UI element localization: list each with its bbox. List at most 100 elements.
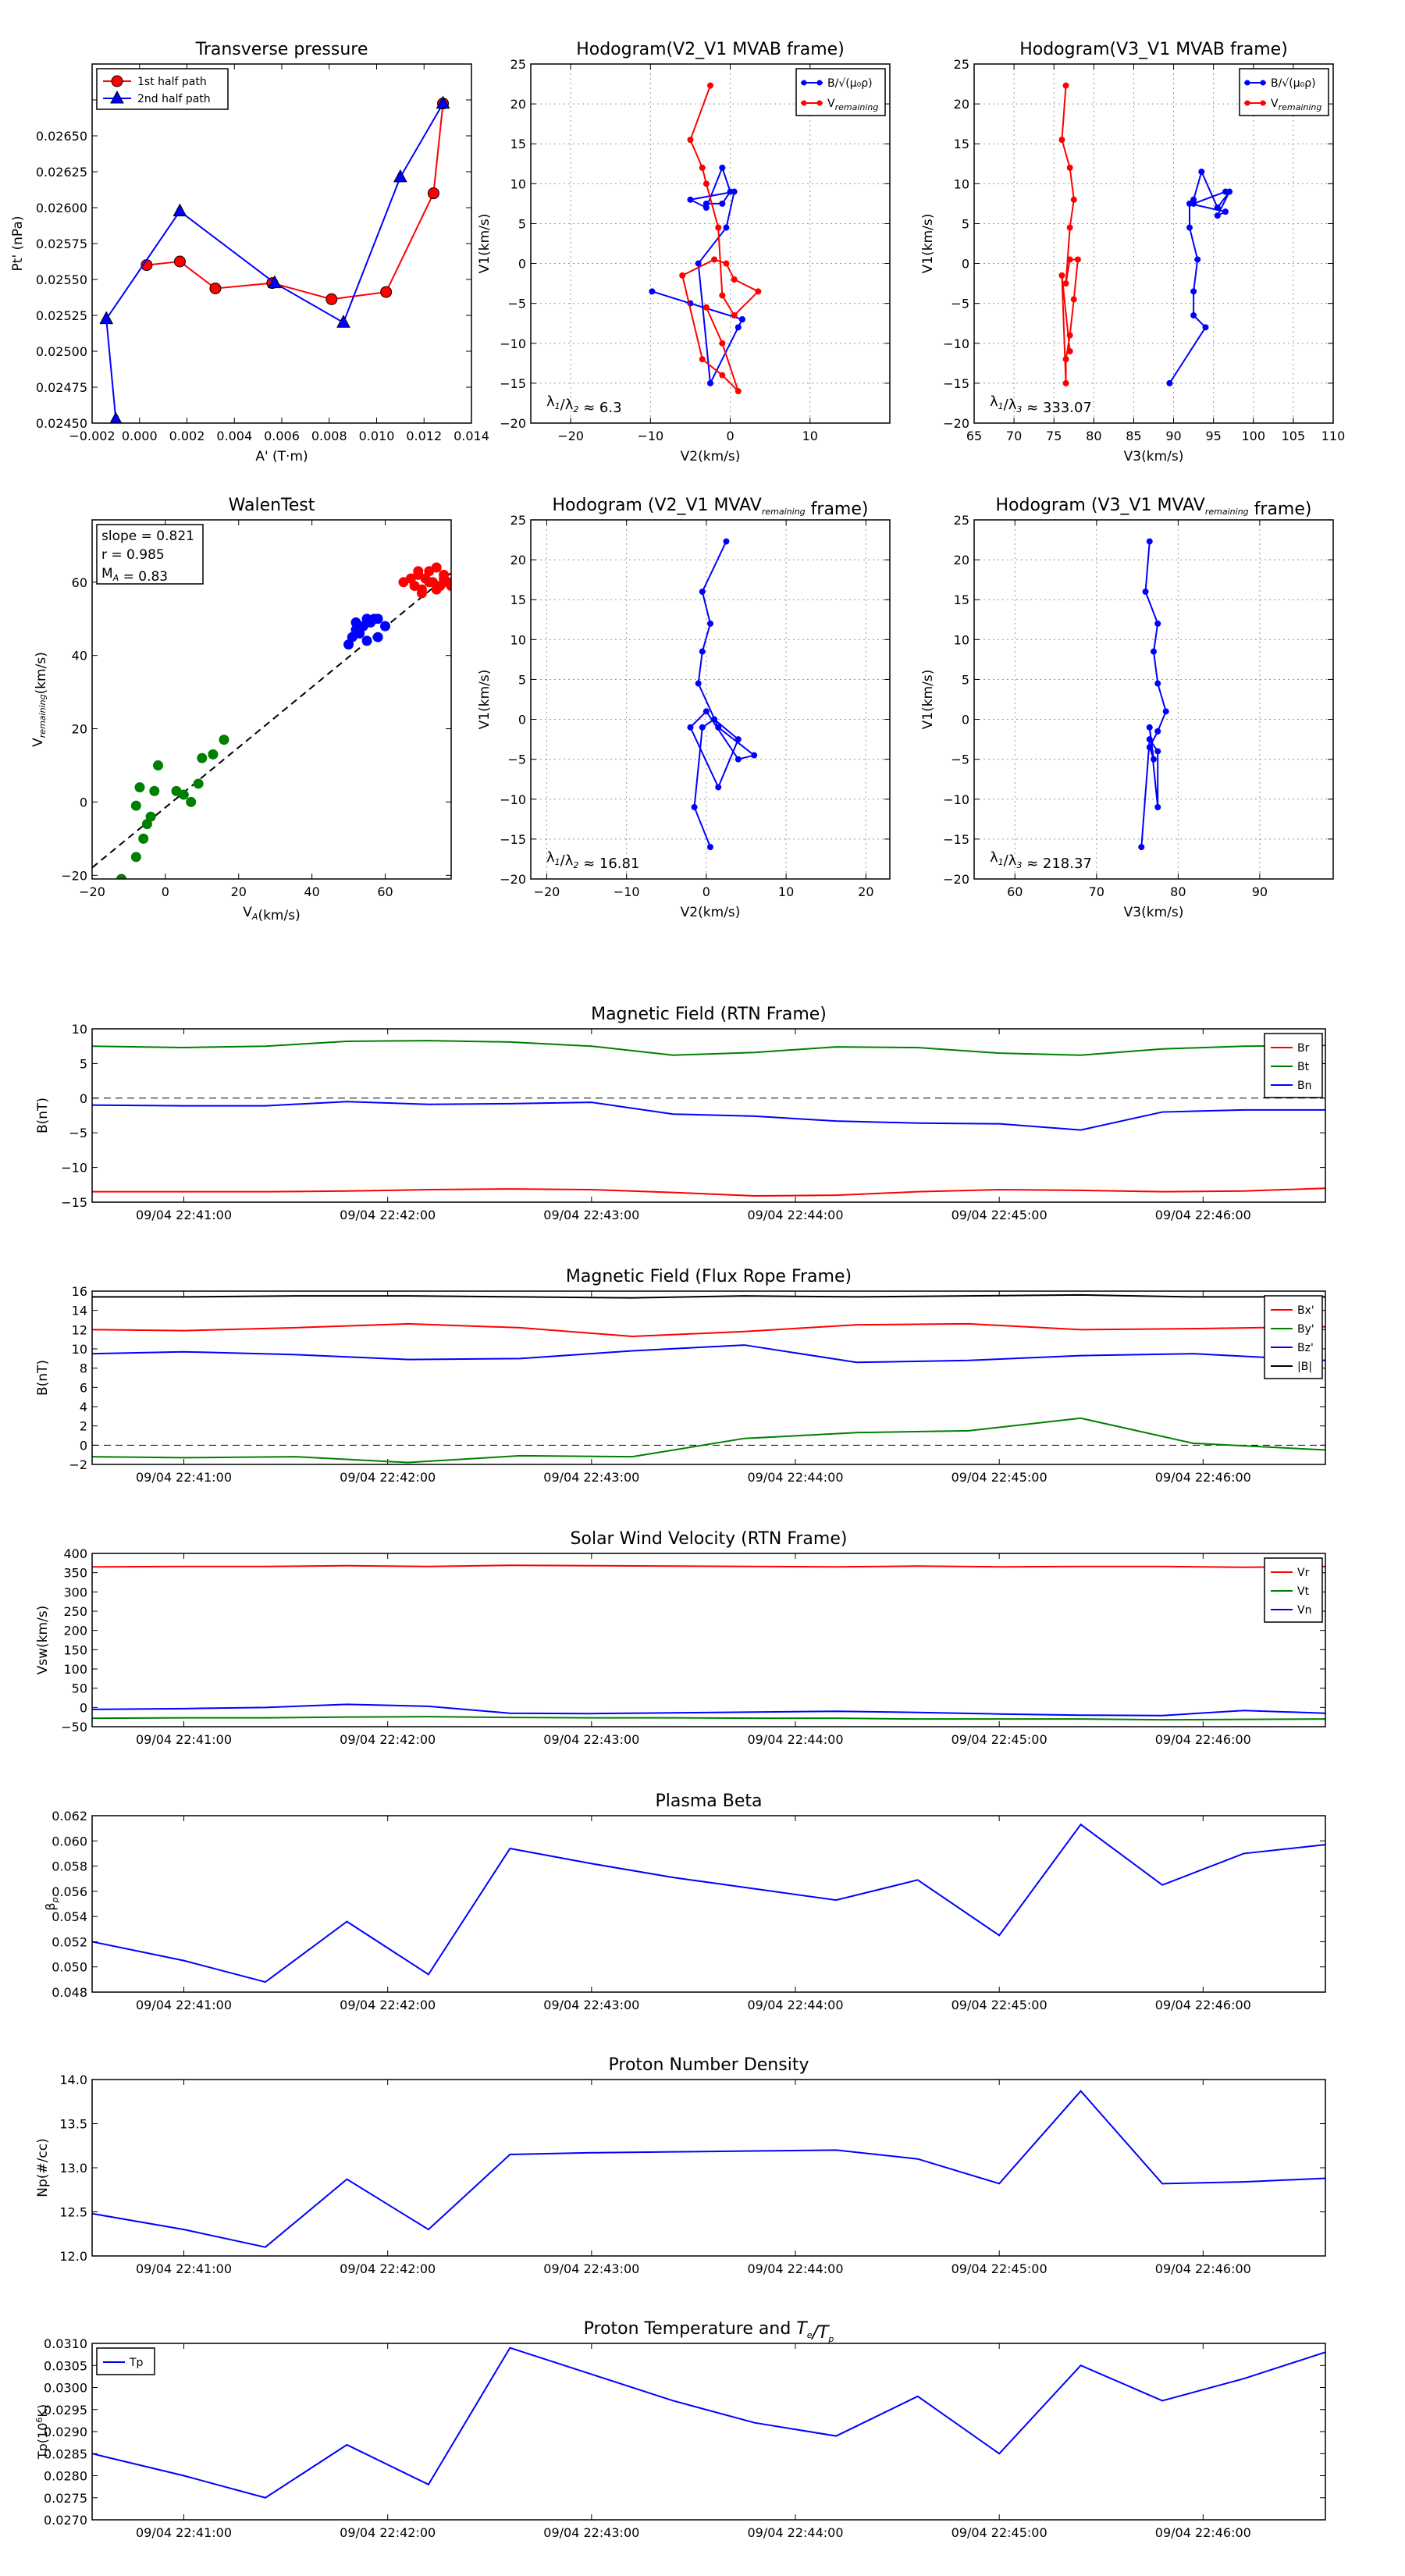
chart-title: Hodogram(V3_V1 MVAB frame) <box>1019 40 1288 59</box>
y-tick-label: 0.0285 <box>44 2446 87 2461</box>
y-axis-label: V1(km/s) <box>920 670 936 730</box>
legend-marker-circle <box>111 75 123 87</box>
data-layer <box>99 95 450 423</box>
y-tick-label: 0.060 <box>52 1834 87 1848</box>
y-tick-label: 0.056 <box>52 1884 87 1899</box>
data-point <box>702 304 710 311</box>
data-point <box>1062 82 1069 89</box>
y-axis-label: B(nT) <box>35 1360 51 1396</box>
data-point-circle <box>325 293 338 305</box>
scatter-point <box>197 753 208 763</box>
data-point <box>1194 256 1201 263</box>
chart-title: Magnetic Field (RTN Frame) <box>591 1005 827 1024</box>
panel-hodo2: Hodogram(V3_V1 MVAB frame) 65 70 75 80 85 90 95… <box>920 40 1345 464</box>
x-tick-label: 0.012 <box>406 429 442 443</box>
x-tick-label: −20 <box>557 429 584 443</box>
y-tick-label: 300 <box>63 1585 87 1599</box>
x-tick-label: 95 <box>1205 429 1221 443</box>
x-tick-label: 60 <box>1007 884 1023 899</box>
data-point <box>1154 804 1161 810</box>
axes-frame <box>91 1553 1326 1727</box>
y-tick-label: 14.0 <box>59 2073 87 2087</box>
axes-frame <box>530 519 891 880</box>
fit-line <box>92 572 451 869</box>
x-tick-label: 0 <box>702 884 710 899</box>
y-tick-label: 10 <box>72 1022 87 1037</box>
data-point <box>1058 272 1065 279</box>
data-point <box>687 724 694 731</box>
y-tick-label: 0.02575 <box>36 237 87 251</box>
y-tick-label: −15 <box>61 1195 87 1210</box>
x-tick-label: 80 <box>1170 884 1186 899</box>
data-point-triangle <box>99 311 114 325</box>
y-tick-label: 10 <box>954 632 969 647</box>
data-point <box>1166 379 1173 386</box>
legend-label: B/√(μ₀ρ) <box>827 77 873 90</box>
y-tick-label: 25 <box>954 57 969 72</box>
x-tick-label: 09/04 22:42:00 <box>340 1998 436 2012</box>
legend-marker <box>801 100 807 106</box>
x-tick-label: 0 <box>726 429 734 443</box>
axes-frame <box>91 1028 1326 1203</box>
x-tick-label: 20 <box>858 884 873 899</box>
y-tick-label: −10 <box>943 792 969 807</box>
legend-label: Vt <box>1297 1585 1310 1598</box>
x-tick-label: 09/04 22:46:00 <box>1155 1998 1251 2012</box>
legend-label: Bt <box>1297 1061 1310 1073</box>
series-line-Bt <box>92 1040 1325 1056</box>
data-point <box>687 137 694 144</box>
data-point <box>702 200 710 207</box>
y-tick-label: −20 <box>500 416 526 431</box>
data-layer <box>92 1564 1325 1721</box>
scatter-point <box>372 632 383 642</box>
y-axis-label: Vremaining(km/s) <box>30 652 49 747</box>
x-tick-label: 09/04 22:43:00 <box>543 1732 639 1747</box>
y-tick-label: −10 <box>943 336 969 351</box>
axes-frame <box>973 519 1334 880</box>
data-point-circle <box>380 286 393 298</box>
scatter-point <box>372 614 383 624</box>
y-axis-label: V1(km/s) <box>920 214 936 274</box>
chart-title: Solar Wind Velocity (RTN Frame) <box>571 1529 848 1549</box>
walen-textbox <box>96 524 204 585</box>
x-tick-label: 0.014 <box>454 429 489 443</box>
y-tick-label: 0.02625 <box>36 165 87 180</box>
data-point <box>715 784 722 791</box>
data-point <box>1146 538 1153 545</box>
data-point <box>1222 188 1229 195</box>
data-point <box>1154 620 1161 627</box>
series-line-Br <box>92 1187 1325 1197</box>
legend-label: Vn <box>1297 1604 1311 1617</box>
axes-frame <box>91 63 472 424</box>
y-tick-label: 0.0270 <box>44 2513 87 2528</box>
axes-frame <box>91 519 452 880</box>
data-point <box>1202 324 1209 331</box>
textbox-r: r = 0.985 <box>101 547 165 563</box>
y-axis-label: V1(km/s) <box>477 214 493 274</box>
x-tick-label: 09/04 22:46:00 <box>1155 1732 1251 1747</box>
series-line-B/√(μ₀ρ) <box>652 165 744 386</box>
legend-marker <box>816 80 823 86</box>
data-layer <box>92 1293 1325 1464</box>
panel-ts_tp: Proton Temperature and Te/Tp 09/04 22:41:… <box>34 2319 1326 2540</box>
panel-walen: WalenTest −20 0 20 40 60 −20 0 20 40 60 VA(km/s) Vre… <box>30 496 452 923</box>
y-tick-label: 0 <box>80 1700 87 1715</box>
data-point <box>723 224 730 231</box>
data-point-triangle <box>436 95 450 109</box>
scatter-point <box>424 577 435 588</box>
y-tick-label: −15 <box>500 832 526 847</box>
y-tick-label: −20 <box>61 868 87 883</box>
legend-label: Tp <box>129 2357 144 2369</box>
y-tick-label: 2 <box>80 1419 87 1434</box>
y-tick-label: −10 <box>61 1161 87 1176</box>
y-tick-label: 0.0290 <box>44 2425 87 2439</box>
legend-label: Bx' <box>1297 1304 1314 1317</box>
y-tick-label: 60 <box>72 575 87 590</box>
y-tick-label: 0.058 <box>52 1859 87 1874</box>
x-axis-label: V2(km/s) <box>681 905 741 920</box>
y-tick-label: −50 <box>61 1720 87 1735</box>
series-line-Vr <box>92 1564 1325 1568</box>
axes-frame <box>91 2079 1326 2257</box>
y-tick-label: 15 <box>954 592 969 607</box>
y-tick-label: 20 <box>954 553 969 568</box>
